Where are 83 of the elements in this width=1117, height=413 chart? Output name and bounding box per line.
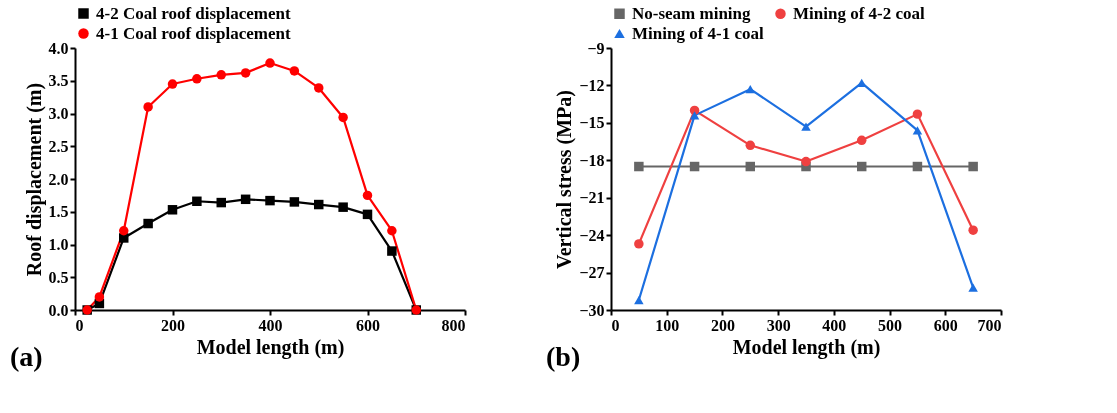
y-tick-label: 3.5 <box>48 72 69 90</box>
y-tick-label: 2.5 <box>48 137 69 155</box>
x-axis-title: Model length (m) <box>196 335 345 359</box>
point <box>387 246 397 256</box>
x-tick-label: 600 <box>356 316 380 334</box>
point <box>968 283 978 292</box>
point <box>289 66 300 76</box>
y-tick-label: −15 <box>579 114 605 132</box>
y-tick-label: 1.0 <box>48 236 69 253</box>
y-tick-label: 1.5 <box>48 203 69 221</box>
point <box>912 109 923 119</box>
legend-label: Mining of 4-1 coal <box>632 23 765 43</box>
x-tick-label: 400 <box>258 316 283 334</box>
x-tick-label: 200 <box>161 316 185 334</box>
point <box>314 199 324 210</box>
point <box>968 225 978 235</box>
y-tick-label: 4.0 <box>48 39 69 57</box>
legend-label: 4-1 Coal roof displacement <box>96 23 292 43</box>
point <box>968 161 978 172</box>
point <box>338 202 348 212</box>
point <box>216 70 226 80</box>
y-tick-label: −12 <box>579 76 605 94</box>
point <box>856 161 867 172</box>
x-tick-label: 700 <box>977 316 1002 334</box>
y-tick-label: −9 <box>587 39 605 57</box>
x-tick-label: 0 <box>75 316 84 334</box>
text: (b) <box>546 341 581 372</box>
y-tick-label: 3.0 <box>48 105 69 122</box>
point <box>387 226 397 236</box>
y-tick-label: −30 <box>579 301 605 319</box>
x-tick-label: 200 <box>710 316 735 334</box>
point <box>314 83 324 93</box>
point <box>745 85 756 94</box>
y-tick-label: −27 <box>579 264 605 282</box>
legend-label: No-seam mining <box>632 3 752 23</box>
point <box>216 197 226 208</box>
x-tick-label: 600 <box>933 316 958 334</box>
point <box>143 218 153 229</box>
point <box>289 197 300 207</box>
point <box>167 79 178 89</box>
point <box>801 122 811 131</box>
point <box>265 58 275 68</box>
point <box>94 292 105 302</box>
point <box>192 74 202 84</box>
point <box>634 161 644 172</box>
y-tick-label: −18 <box>579 151 605 169</box>
x-axis-title: Model length (m) <box>732 335 881 359</box>
point <box>265 195 275 206</box>
legend-label: Mining of 4-2 coal <box>793 3 926 23</box>
point <box>362 190 373 201</box>
x-tick-label: 400 <box>822 316 847 334</box>
x-tick-label: 0 <box>611 316 620 334</box>
legend-label: 4-2 Coal roof displacement <box>96 3 292 23</box>
y-axis-title: Vertical stress (MPa) <box>553 90 577 269</box>
point <box>167 205 178 215</box>
x-tick-label: 300 <box>766 316 791 334</box>
y-tick-label: 0.5 <box>48 268 69 286</box>
point <box>192 196 202 207</box>
point <box>689 161 700 172</box>
point <box>240 68 251 78</box>
point <box>119 226 129 236</box>
y-tick-label: 2.0 <box>48 170 69 188</box>
point <box>240 194 251 205</box>
point <box>362 209 373 220</box>
point <box>801 156 811 167</box>
x-tick-label: 100 <box>655 316 680 334</box>
point <box>338 112 348 123</box>
point <box>689 111 700 120</box>
y-tick-label: 0.0 <box>48 301 69 319</box>
point <box>912 126 923 135</box>
x-tick-label: 500 <box>878 316 903 334</box>
y-tick-label: −24 <box>579 226 605 244</box>
point <box>745 161 756 172</box>
x-tick-label: 800 <box>441 316 466 334</box>
point <box>634 239 644 249</box>
point <box>143 102 153 112</box>
text: (a) <box>10 341 43 372</box>
point <box>634 295 644 305</box>
y-axis-title: Roof displacement (m) <box>22 82 46 277</box>
point <box>912 161 923 172</box>
y-tick-label: −21 <box>579 189 605 207</box>
point <box>745 140 756 151</box>
point <box>856 135 867 146</box>
